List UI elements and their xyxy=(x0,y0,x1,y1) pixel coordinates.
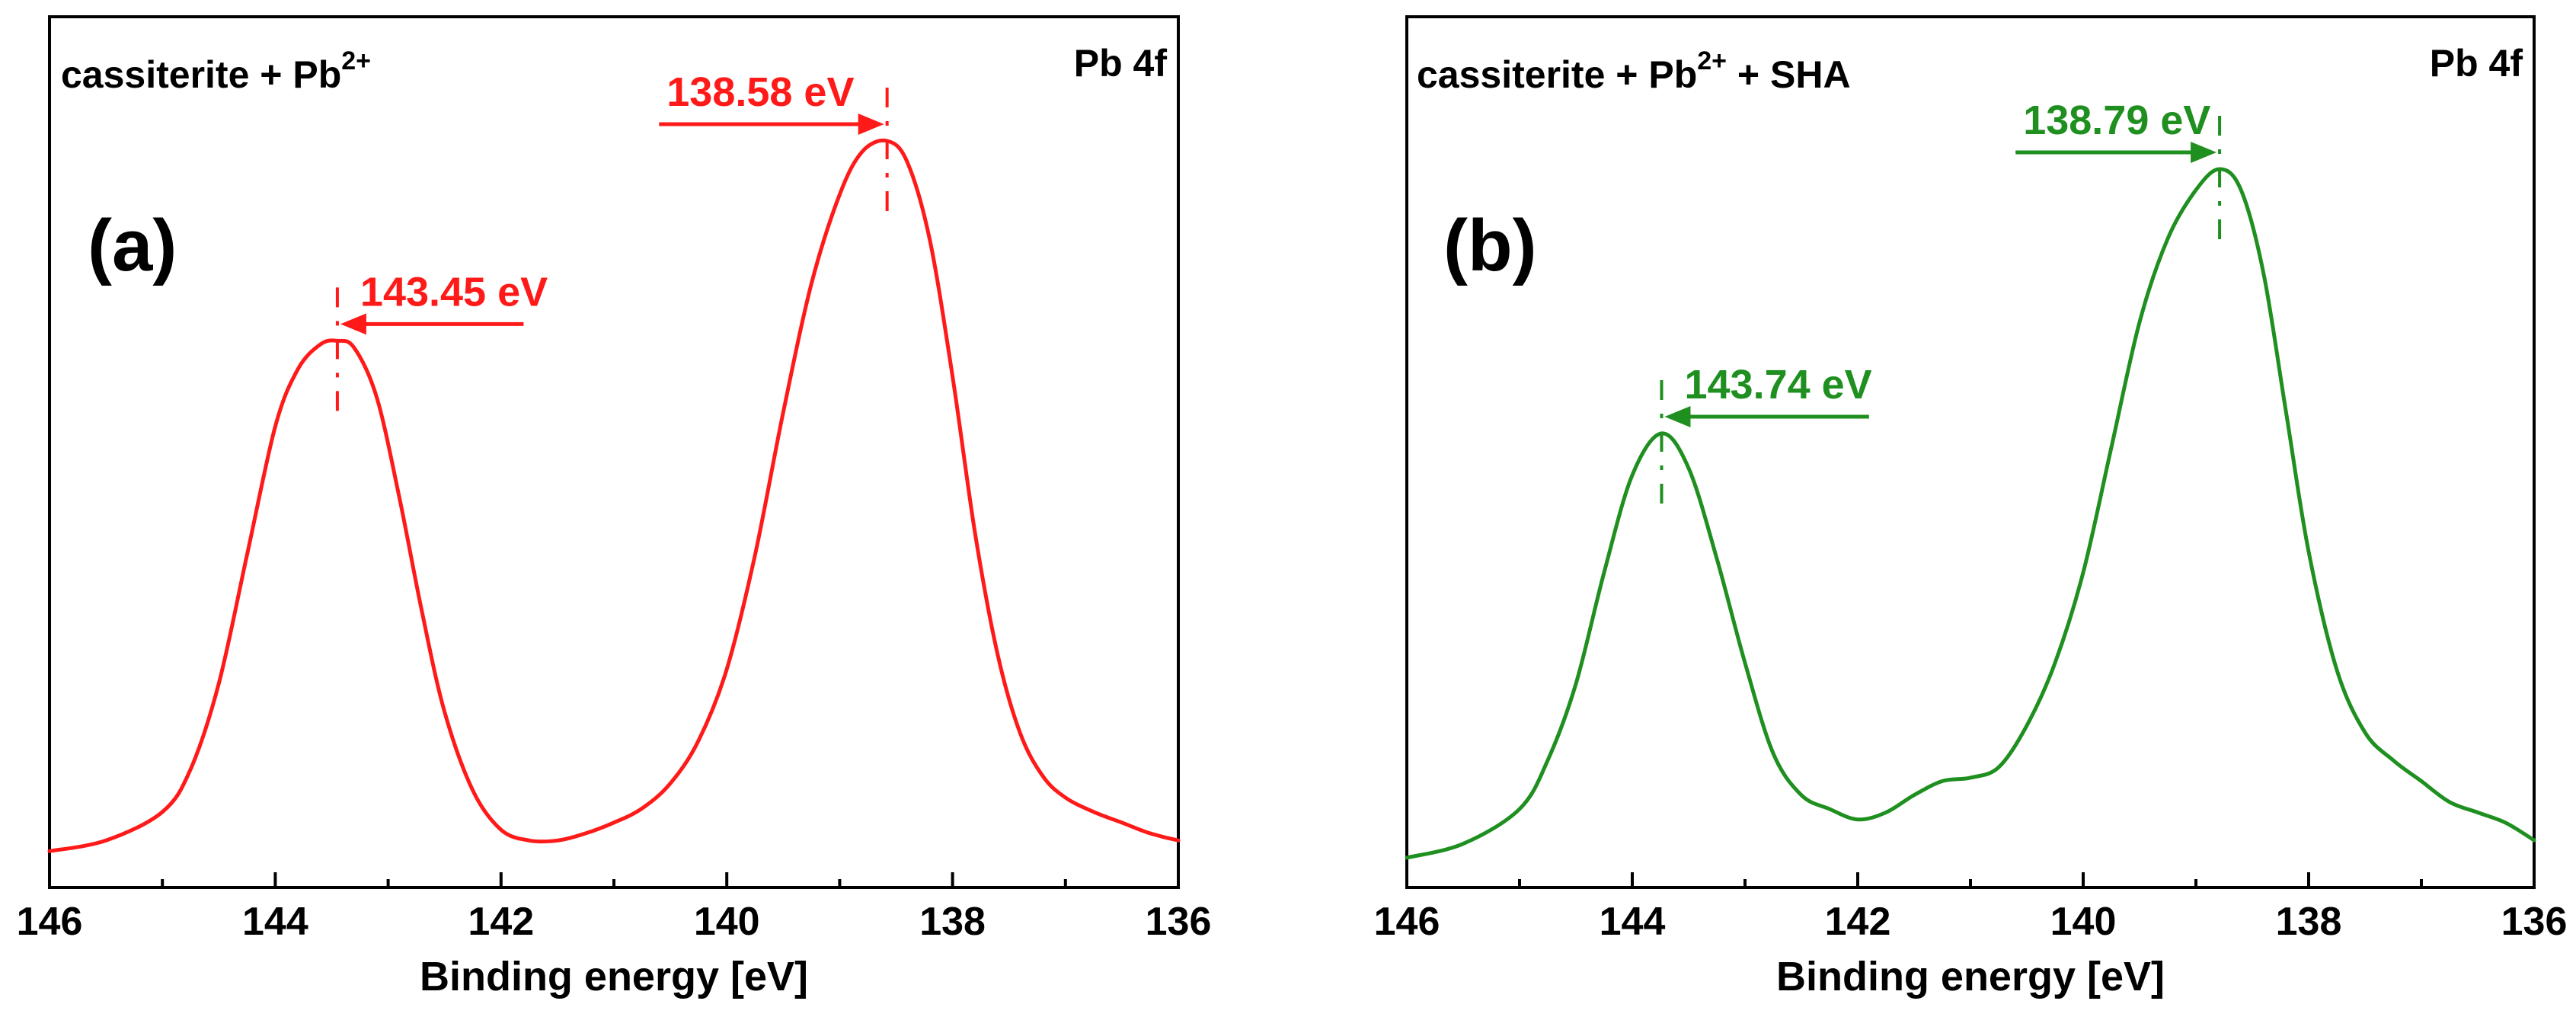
x-tick-label-b-2: 142 xyxy=(1825,900,1891,944)
panel-a: cassiterite + Pb2+ Pb 4f (a) Binding ene… xyxy=(17,15,1212,999)
x-tick-label-a-3: 140 xyxy=(694,900,760,944)
panel-b: cassiterite + Pb2+ + SHA Pb 4f (b) Bindi… xyxy=(1374,15,2568,999)
panel-letter-b: (b) xyxy=(1443,205,1537,286)
series-line-a-0 xyxy=(47,138,1181,853)
panel-letter-a: (a) xyxy=(88,205,177,286)
sample-label-b-suffix: + SHA xyxy=(1727,53,1851,96)
sample-label-a-sup: 2+ xyxy=(341,46,371,75)
peak-arrow-head-a-1 xyxy=(858,114,884,135)
x-tick-label-a-1: 144 xyxy=(242,900,308,944)
peak-label-b-0: 143.74 eV xyxy=(1684,362,1871,408)
sample-label-b-sup: 2+ xyxy=(1697,46,1727,75)
x-axis-title-a: Binding energy [eV] xyxy=(420,954,808,999)
x-tick-label-b-3: 140 xyxy=(2050,900,2117,944)
series-line-b-0 xyxy=(1405,167,2536,860)
x-tick-label-b-0: 146 xyxy=(1374,900,1440,944)
sample-label-a: cassiterite + Pb2+ xyxy=(61,46,371,96)
peak-label-a-0: 143.45 eV xyxy=(360,269,548,315)
peak-arrow-head-b-1 xyxy=(2191,142,2217,163)
sample-label-b-prefix: cassiterite + Pb xyxy=(1417,53,1697,96)
peak-arrow-head-a-0 xyxy=(340,313,366,335)
region-label-a: Pb 4f xyxy=(1074,42,1168,85)
sample-label-b: cassiterite + Pb2+ + SHA xyxy=(1417,46,1851,96)
x-tick-label-a-2: 142 xyxy=(468,900,534,944)
x-tick-label-b-5: 136 xyxy=(2501,900,2568,944)
x-tick-label-a-5: 136 xyxy=(1146,900,1212,944)
peak-label-b-1: 138.79 eV xyxy=(2023,98,2210,143)
x-tick-label-b-4: 138 xyxy=(2276,900,2342,944)
x-tick-label-a-0: 146 xyxy=(17,900,83,944)
region-label-b: Pb 4f xyxy=(2430,42,2523,85)
x-axis-title-b: Binding energy [eV] xyxy=(1776,954,2165,999)
plot-frame-b xyxy=(1405,15,2536,889)
plot-frame-a xyxy=(48,15,1180,889)
sample-label-a-prefix: cassiterite + Pb xyxy=(61,53,341,96)
x-tick-label-a-4: 138 xyxy=(919,900,986,944)
peak-label-a-1: 138.58 eV xyxy=(666,69,854,115)
x-tick-label-b-1: 144 xyxy=(1600,900,1666,944)
peak-arrow-head-b-0 xyxy=(1664,405,1691,427)
